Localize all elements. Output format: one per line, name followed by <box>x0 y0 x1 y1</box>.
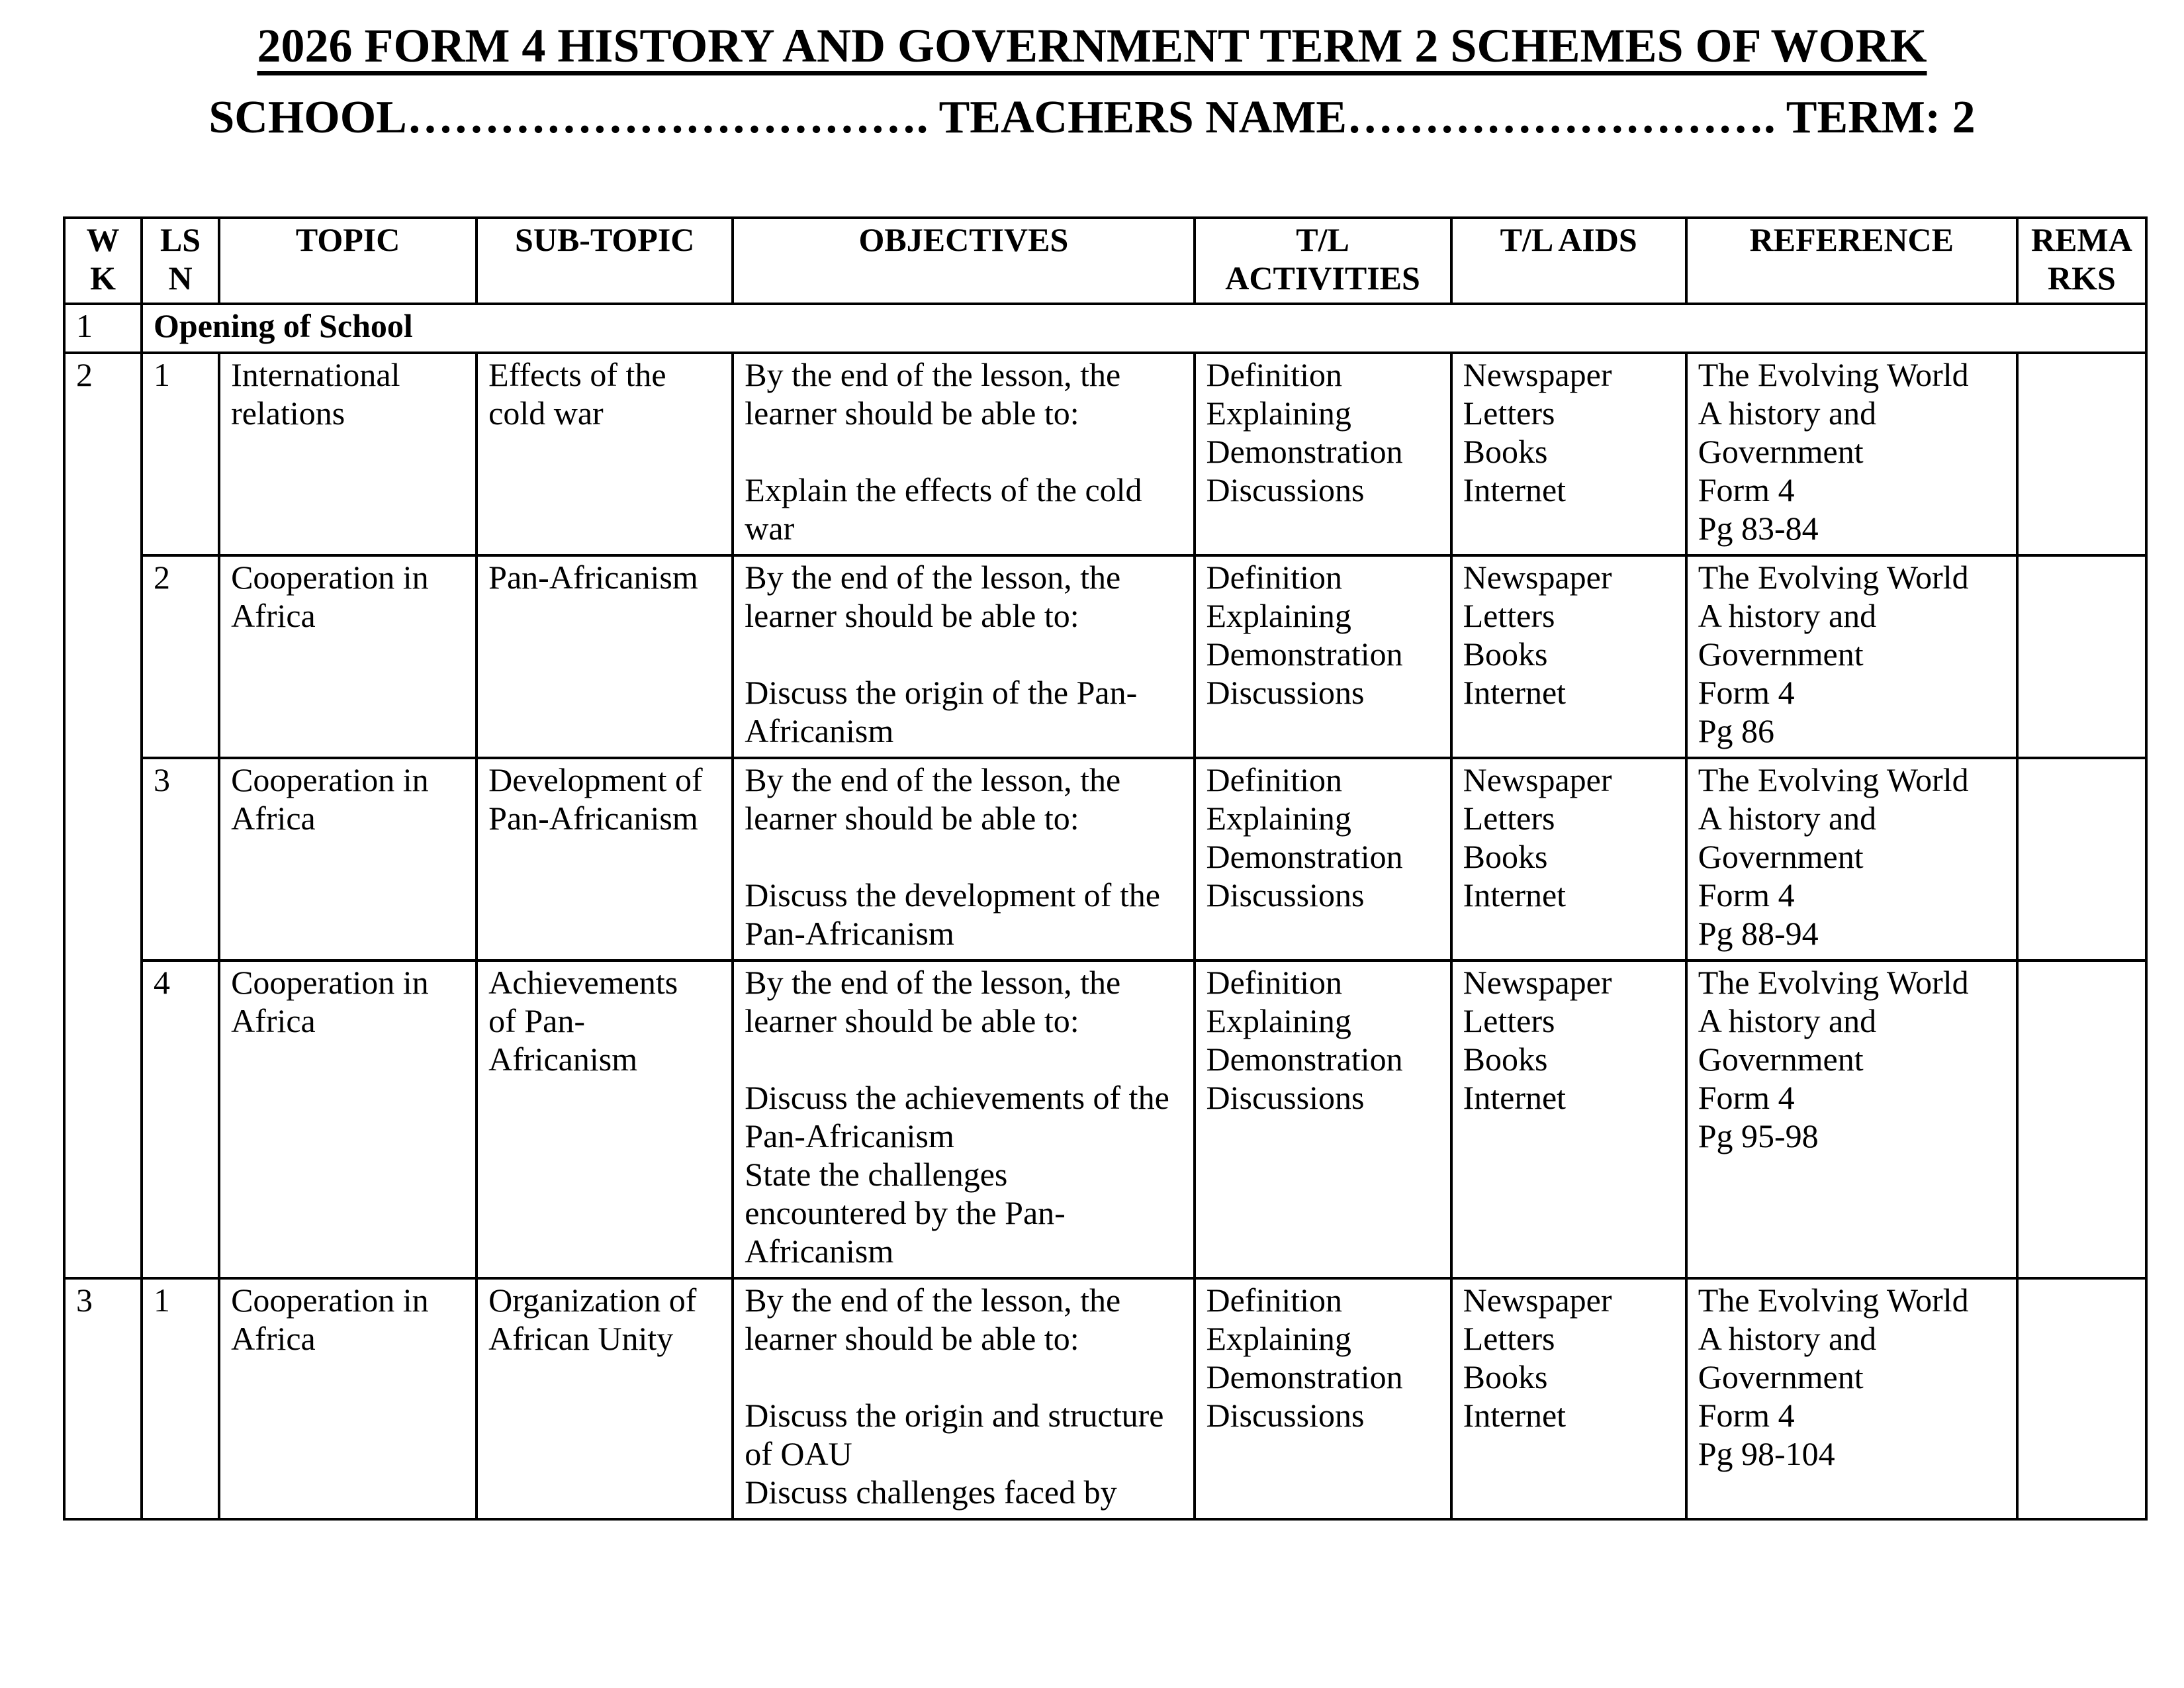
cell-topic: International relations <box>218 352 478 557</box>
cell-objectives: By the end of the lesson, the learner sh… <box>731 554 1196 759</box>
col-header-reference: REFERENCE <box>1684 216 2019 305</box>
cell-activities: Definition Explaining Demonstration Disc… <box>1193 1277 1453 1521</box>
cell-lsn: 4 <box>140 959 221 1280</box>
cell-subtopic: Organization of African Unity <box>475 1277 735 1521</box>
col-header-lsn: LS N <box>140 216 221 305</box>
table-row: 4 Cooperation in Africa Achievements of … <box>64 959 2148 1280</box>
cell-remarks <box>2015 352 2148 557</box>
cell-topic: Cooperation in Africa <box>218 757 478 962</box>
col-header-objectives: OBJECTIVES <box>731 216 1196 305</box>
cell-reference: The Evolving World A history and Governm… <box>1684 554 2019 759</box>
cell-lsn: 1 <box>140 1277 221 1521</box>
cell-aids: Newspaper Letters Books Internet <box>1449 959 1688 1280</box>
cell-subtopic: Pan-Africanism <box>475 554 735 759</box>
cell-reference: The Evolving World A history and Governm… <box>1684 959 2019 1280</box>
cell-aids: Newspaper Letters Books Internet <box>1449 1277 1688 1521</box>
cell-remarks <box>2015 959 2148 1280</box>
cell-opening-label: Opening of School <box>140 303 2148 354</box>
cell-topic: Cooperation in Africa <box>218 1277 478 1521</box>
table-row: 3 Cooperation in Africa Development of P… <box>64 757 2148 962</box>
cell-subtopic: Effects of the cold war <box>475 352 735 557</box>
cell-wk: 3 <box>62 1277 144 1521</box>
cell-lsn: 3 <box>140 757 221 962</box>
cell-aids: Newspaper Letters Books Internet <box>1449 757 1688 962</box>
page-title: 2026 FORM 4 HISTORY AND GOVERNMENT TERM … <box>257 19 1927 72</box>
cell-lsn: 1 <box>140 352 221 557</box>
cell-remarks <box>2015 554 2148 759</box>
cell-topic: Cooperation in Africa <box>218 554 478 759</box>
cell-objectives: By the end of the lesson, the learner sh… <box>731 1277 1196 1521</box>
cell-topic: Cooperation in Africa <box>218 959 478 1280</box>
cell-aids: Newspaper Letters Books Internet <box>1449 554 1688 759</box>
table-row: 3 1 Cooperation in Africa Organization o… <box>62 1277 2148 1521</box>
cell-subtopic: Development of Pan-Africanism <box>475 757 735 962</box>
cell-activities: Definition Explaining Demonstration Disc… <box>1193 352 1453 557</box>
cell-wk: 1 <box>62 303 144 354</box>
cell-activities: Definition Explaining Demonstration Disc… <box>1193 757 1453 962</box>
cell-activities: Definition Explaining Demonstration Disc… <box>1193 554 1453 759</box>
opening-of-school-row: 1 Opening of School <box>62 303 2148 354</box>
col-header-tl-aids: T/L AIDS <box>1449 216 1688 305</box>
col-header-subtopic: SUB-TOPIC <box>475 216 735 305</box>
col-header-tl-activities: T/L ACTIVITIES <box>1193 216 1453 305</box>
cell-wk: 2 <box>62 352 144 1280</box>
cell-lsn: 2 <box>140 554 221 759</box>
cell-objectives: By the end of the lesson, the learner sh… <box>731 757 1196 962</box>
col-header-wk: W K <box>62 216 144 305</box>
col-header-topic: TOPIC <box>218 216 478 305</box>
cell-remarks <box>2015 1277 2148 1521</box>
cell-remarks <box>2015 757 2148 962</box>
page-subtitle: SCHOOL……………………………. TEACHERS NAME……………………… <box>208 92 1976 143</box>
table-header-row: W K LS N TOPIC SUB-TOPIC OBJECTIVES T/L … <box>62 216 2148 305</box>
cell-aids: Newspaper Letters Books Internet <box>1449 352 1688 557</box>
table-row: 2 Cooperation in Africa Pan-Africanism B… <box>64 554 2148 759</box>
cell-reference: The Evolving World A history and Governm… <box>1684 1277 2019 1521</box>
col-header-remarks: REMA RKS <box>2015 216 2148 305</box>
schemes-of-work-table: W K LS N TOPIC SUB-TOPIC OBJECTIVES T/L … <box>62 216 2148 1521</box>
cell-activities: Definition Explaining Demonstration Disc… <box>1193 959 1453 1280</box>
table-row: 2 1 International relations Effects of t… <box>62 352 2148 1280</box>
cell-reference: The Evolving World A history and Governm… <box>1684 352 2019 557</box>
cell-objectives: By the end of the lesson, the learner sh… <box>731 352 1196 557</box>
cell-reference: The Evolving World A history and Governm… <box>1684 757 2019 962</box>
cell-objectives: By the end of the lesson, the learner sh… <box>731 959 1196 1280</box>
cell-subtopic: Achievements of Pan-Africanism <box>475 959 735 1280</box>
